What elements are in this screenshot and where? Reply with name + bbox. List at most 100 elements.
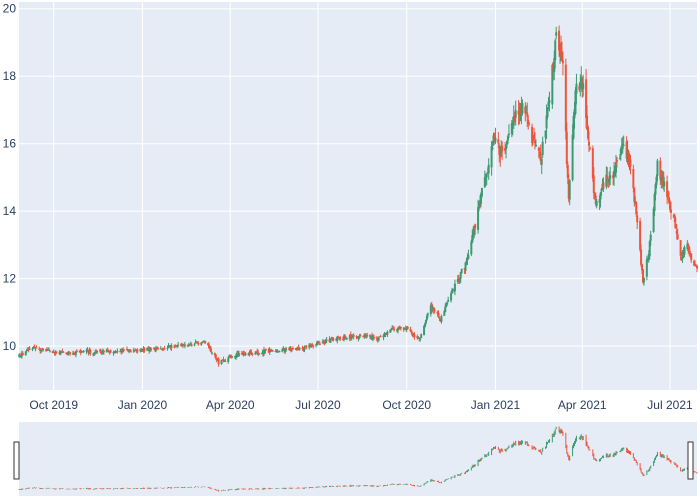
candle-decreasing[interactable] [62, 351, 65, 354]
candle-increasing[interactable] [42, 348, 45, 352]
candle-increasing[interactable] [248, 350, 251, 357]
candle-decreasing[interactable] [163, 345, 166, 350]
candle-increasing[interactable] [451, 287, 454, 295]
candle-decreasing[interactable] [406, 326, 409, 330]
candle-decreasing[interactable] [75, 349, 78, 353]
candle-increasing[interactable] [609, 166, 612, 186]
candle-increasing[interactable] [324, 338, 327, 344]
candle-decreasing[interactable] [615, 156, 618, 168]
candle-decreasing[interactable] [317, 340, 320, 344]
candle-decreasing[interactable] [55, 351, 58, 354]
candle-decreasing[interactable] [636, 211, 639, 230]
candle-decreasing[interactable] [688, 245, 691, 257]
candle-increasing[interactable] [28, 346, 31, 351]
candle-decreasing[interactable] [632, 164, 635, 193]
candle-decreasing[interactable] [318, 341, 321, 346]
candle-increasing[interactable] [490, 141, 493, 176]
candle-increasing[interactable] [453, 279, 456, 296]
candle-decreasing[interactable] [695, 264, 698, 267]
candle-decreasing[interactable] [349, 331, 352, 341]
candle-increasing[interactable] [52, 349, 55, 353]
candle-decreasing[interactable] [379, 334, 382, 338]
candle-increasing[interactable] [303, 345, 306, 353]
candle-increasing[interactable] [483, 170, 486, 188]
candle-decreasing[interactable] [565, 122, 568, 169]
candle-increasing[interactable] [424, 319, 427, 325]
candle-increasing[interactable] [244, 352, 247, 356]
candle-increasing[interactable] [505, 144, 508, 159]
candle-decreasing[interactable] [89, 348, 92, 356]
candle-decreasing[interactable] [339, 336, 342, 342]
candle-decreasing[interactable] [33, 344, 36, 349]
candle-decreasing[interactable] [224, 358, 227, 362]
candle-decreasing[interactable] [264, 348, 267, 351]
candle-increasing[interactable] [426, 312, 429, 318]
candle-increasing[interactable] [507, 124, 510, 138]
candle-increasing[interactable] [285, 346, 288, 352]
candle-increasing[interactable] [464, 262, 467, 274]
candle-decreasing[interactable] [668, 191, 671, 205]
candle-decreasing[interactable] [588, 146, 591, 151]
candle-increasing[interactable] [116, 348, 119, 354]
candle-increasing[interactable] [554, 38, 557, 69]
candle-increasing[interactable] [92, 353, 95, 357]
candle-increasing[interactable] [595, 198, 598, 209]
candle-decreasing[interactable] [696, 264, 698, 273]
candle-decreasing[interactable] [560, 41, 563, 62]
candle-decreasing[interactable] [679, 240, 682, 261]
candles-main[interactable] [18, 25, 698, 367]
candle-decreasing[interactable] [214, 353, 217, 360]
candle-decreasing[interactable] [531, 123, 534, 147]
candle-increasing[interactable] [96, 350, 99, 354]
candle-decreasing[interactable] [629, 154, 632, 175]
candle-increasing[interactable] [386, 330, 389, 338]
candle-decreasing[interactable] [222, 356, 225, 363]
candle-decreasing[interactable] [564, 58, 567, 140]
candle-increasing[interactable] [237, 350, 240, 357]
candle-increasing[interactable] [450, 291, 453, 303]
candle-decreasing[interactable] [528, 122, 531, 126]
candle-increasing[interactable] [568, 179, 571, 206]
candle-decreasing[interactable] [413, 332, 416, 340]
candle-decreasing[interactable] [587, 131, 590, 152]
rangeslider-background[interactable] [19, 422, 697, 496]
candle-decreasing[interactable] [337, 335, 340, 338]
candle-decreasing[interactable] [690, 253, 693, 263]
candle-decreasing[interactable] [123, 349, 126, 351]
candle-increasing[interactable] [451, 288, 454, 290]
candle-decreasing[interactable] [35, 345, 38, 349]
candle-decreasing[interactable] [364, 333, 367, 339]
candle-decreasing[interactable] [156, 346, 159, 351]
candle-increasing[interactable] [540, 158, 543, 175]
candle-decreasing[interactable] [561, 51, 564, 76]
candle-decreasing[interactable] [501, 141, 504, 160]
candle-increasing[interactable] [459, 271, 462, 283]
candle-decreasing[interactable] [190, 342, 193, 347]
candle-decreasing[interactable] [207, 341, 210, 349]
candle-increasing[interactable] [382, 333, 385, 341]
candle-decreasing[interactable] [639, 217, 642, 253]
candle-increasing[interactable] [649, 230, 652, 247]
rangeslider-left-handle[interactable] [13, 441, 20, 480]
candle-increasing[interactable] [514, 100, 517, 126]
candle-decreasing[interactable] [662, 171, 665, 190]
candle-decreasing[interactable] [134, 348, 137, 351]
candle-increasing[interactable] [446, 301, 449, 306]
candle-increasing[interactable] [506, 140, 509, 149]
candle-decreasing[interactable] [524, 102, 527, 122]
candle-increasing[interactable] [655, 174, 658, 189]
candle-decreasing[interactable] [343, 334, 346, 340]
candle-increasing[interactable] [683, 245, 686, 258]
candle-decreasing[interactable] [527, 115, 530, 130]
candle-increasing[interactable] [485, 172, 488, 186]
candle-increasing[interactable] [478, 200, 481, 212]
candle-decreasing[interactable] [474, 223, 477, 236]
candle-decreasing[interactable] [498, 143, 501, 163]
candle-increasing[interactable] [268, 347, 271, 355]
candle-decreasing[interactable] [606, 167, 609, 187]
candle-increasing[interactable] [258, 353, 261, 355]
candle-increasing[interactable] [551, 63, 554, 109]
candle-decreasing[interactable] [69, 352, 72, 356]
candle-increasing[interactable] [154, 345, 157, 353]
candle-increasing[interactable] [447, 296, 450, 302]
